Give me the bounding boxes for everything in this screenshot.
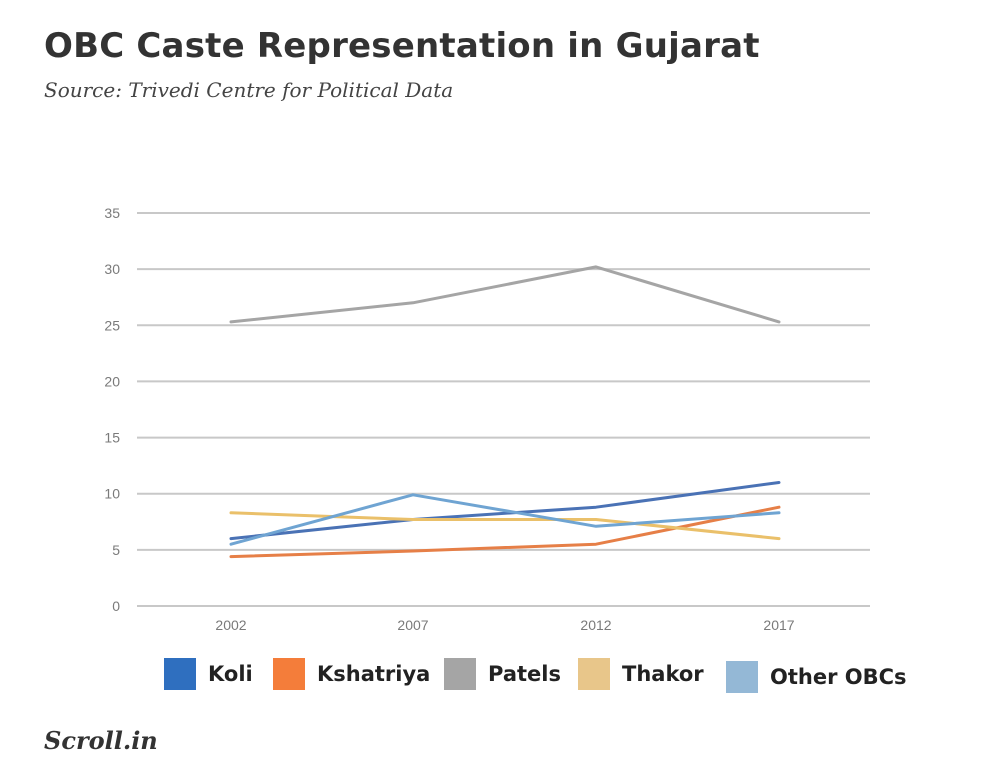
series-line-kshatriya [229,505,781,559]
series-line-koli [229,481,781,541]
legend-swatch-koli [164,658,196,690]
scroll-logo: Scroll.in [44,726,158,755]
legend: Koli Kshatriya Patels Thakor Other OBCs [164,656,964,696]
legend-label-other-obcs: Other OBCs [770,665,907,689]
y-tick-label: 5 [112,542,120,558]
y-tick-label: 0 [112,598,120,614]
legend-item-kshatriya: Kshatriya [273,656,430,692]
legend-item-other-obcs: Other OBCs [726,659,907,695]
x-tick-label: 2002 [215,617,246,633]
legend-swatch-thakor [578,658,610,690]
series-line-thakor [229,511,781,541]
y-tick-label: 10 [104,486,120,502]
y-tick-label: 15 [104,430,120,446]
chart-title: OBC Caste Representation in Gujarat [44,26,760,66]
legend-label-patels: Patels [488,662,561,686]
series-line-other-obcs [229,493,781,546]
legend-label-kshatriya: Kshatriya [317,662,431,686]
legend-label-koli: Koli [208,662,253,686]
legend-swatch-other-obcs [726,661,758,693]
x-tick-label: 2017 [763,617,794,633]
y-tick-label: 30 [104,261,120,277]
grid-lines [137,212,870,607]
legend-swatch-patels [444,658,476,690]
y-tick-label: 25 [104,317,120,333]
x-tick-label: 2012 [580,617,611,633]
series-line-patels [229,265,781,324]
x-tick-label: 2007 [397,617,428,633]
legend-item-thakor: Thakor [578,656,704,692]
y-tick-label: 35 [104,205,120,221]
legend-item-patels: Patels [444,656,561,692]
y-tick-label: 20 [104,373,120,389]
line-chart: 0 5 10 15 20 25 30 35 2002 2007 2012 2017 [104,205,870,633]
y-axis-ticks: 0 5 10 15 20 25 30 35 [104,205,120,614]
chart-subtitle: Source: Trivedi Centre for Political Dat… [44,78,454,102]
legend-label-thakor: Thakor [622,662,704,686]
x-axis-ticks: 2002 2007 2012 2017 [215,617,794,633]
series-lines [229,265,781,559]
legend-swatch-kshatriya [273,658,305,690]
legend-item-koli: Koli [164,656,253,692]
